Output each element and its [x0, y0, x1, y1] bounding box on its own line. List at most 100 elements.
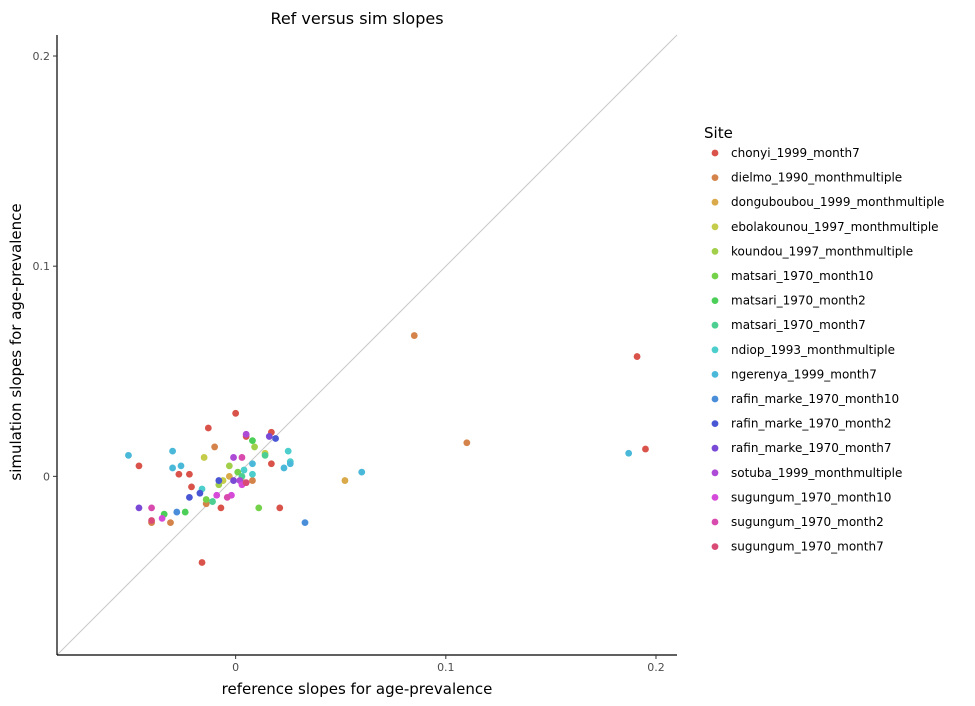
- data-point-sugungum_1970_month10: [158, 514, 166, 522]
- legend-swatch: [711, 371, 719, 378]
- y-tick-label: 0.1: [33, 260, 51, 273]
- data-point-rafin_marke_1970_month10: [301, 519, 309, 526]
- data-point-sotuba_1999_monthmultiple: [242, 430, 250, 438]
- data-point-rafin_marke_1970_month2: [215, 477, 223, 484]
- legend-swatch: [711, 297, 719, 304]
- data-point-chonyi_1999_month7: [276, 504, 284, 512]
- x-tick-label: 0.1: [437, 661, 455, 674]
- data-point-koundou_1997_monthmultiple: [251, 443, 258, 451]
- legend-swatch: [711, 272, 719, 280]
- data-point-rafin_marke_1970_month7: [230, 477, 237, 484]
- data-point-dielmo_1990_monthmultiple: [167, 519, 174, 526]
- legend-label: sotuba_1999_monthmultiple: [731, 466, 902, 480]
- legend: Site chonyi_1999_month7 dielmo_1990_month…: [704, 124, 944, 554]
- legend-swatch: [711, 248, 719, 255]
- legend-swatch: [711, 395, 719, 403]
- x-tick-label: 0: [232, 661, 239, 674]
- data-point-chonyi_1999_month7: [135, 462, 143, 470]
- data-point-rafin_marke_1970_month7: [135, 504, 143, 512]
- data-point-matsari_1970_month7: [209, 498, 216, 505]
- legend-swatch: [711, 420, 719, 427]
- legend-swatch: [711, 321, 719, 329]
- data-point-ndiop_1993_monthmultiple: [240, 466, 248, 474]
- legend-label: koundou_1997_monthmultiple: [731, 244, 913, 258]
- data-point-chonyi_1999_month7: [188, 483, 195, 491]
- legend-swatch: [711, 198, 719, 206]
- data-point-sugungum_1970_month10: [213, 491, 221, 499]
- legend-label: rafin_marke_1970_month10: [731, 392, 899, 406]
- data-point-ngerenya_1999_month7: [249, 460, 256, 468]
- legend-swatch: [711, 346, 719, 354]
- data-point-chonyi_1999_month7: [232, 409, 240, 417]
- legend-swatch: [711, 494, 719, 501]
- chart-title: Ref versus sim slopes: [270, 9, 443, 28]
- data-point-sotuba_1999_monthmultiple: [230, 454, 237, 461]
- y-tick-label: 0: [43, 470, 50, 483]
- data-point-matsari_1970_month2: [181, 508, 189, 516]
- data-point-rafin_marke_1970_month10: [173, 508, 181, 516]
- legend-swatch: [711, 149, 719, 157]
- data-point-donguboubou_1999_monthmultiple: [341, 477, 349, 484]
- data-point-rafin_marke_1970_month2: [196, 489, 204, 497]
- x-tick-label: 0.2: [647, 661, 665, 674]
- identity-line: [56, 34, 678, 656]
- legend-label: ebolakounou_1997_monthmultiple: [731, 220, 939, 234]
- data-point-ngerenya_1999_month7: [286, 460, 294, 468]
- legend-swatch: [711, 444, 719, 452]
- data-point-koundou_1997_monthmultiple: [225, 462, 233, 470]
- data-point-sugungum_1970_month2: [148, 504, 155, 512]
- data-point-dielmo_1990_monthmultiple: [410, 332, 418, 339]
- data-point-dielmo_1990_monthmultiple: [249, 477, 256, 484]
- legend-label: matsari_1970_month7: [731, 318, 866, 332]
- data-point-ngerenya_1999_month7: [125, 451, 132, 459]
- legend-label: matsari_1970_month2: [731, 294, 866, 308]
- data-point-matsari_1970_month10: [234, 468, 242, 476]
- data-point-ndiop_1993_monthmultiple: [249, 470, 256, 478]
- legend-label: matsari_1970_month10: [731, 269, 873, 283]
- data-point-ngerenya_1999_month7: [169, 447, 176, 455]
- points-layer: [125, 332, 649, 566]
- legend-label: sugungum_1970_month10: [731, 490, 891, 504]
- data-point-sugungum_1970_month2: [238, 454, 246, 461]
- legend-label: sugungum_1970_month7: [731, 540, 884, 554]
- legend-title: Site: [704, 124, 733, 142]
- y-axis-title: simulation slopes for age-prevalence: [7, 203, 25, 480]
- data-point-ngerenya_1999_month7: [169, 464, 176, 472]
- data-point-sugungum_1970_month7: [148, 517, 155, 524]
- data-point-chonyi_1999_month7: [198, 559, 206, 566]
- x-axis-title: reference slopes for age-prevalence: [222, 680, 493, 698]
- legend-items: chonyi_1999_month7 dielmo_1990_monthmulti…: [711, 146, 944, 554]
- data-point-matsari_1970_month7: [261, 451, 269, 459]
- data-point-chonyi_1999_month7: [267, 460, 275, 468]
- legend-swatch: [711, 223, 719, 231]
- legend-label: dielmo_1990_monthmultiple: [731, 171, 902, 185]
- data-point-rafin_marke_1970_month2: [272, 435, 279, 442]
- data-point-matsari_1970_month2: [249, 437, 256, 445]
- data-point-rafin_marke_1970_month2: [186, 493, 193, 501]
- data-point-ngerenya_1999_month7: [177, 462, 185, 470]
- data-point-donguboubou_1999_monthmultiple: [225, 472, 233, 480]
- data-point-ngerenya_1999_month7: [280, 464, 288, 472]
- data-point-chonyi_1999_month7: [633, 353, 641, 360]
- data-point-ndiop_1993_monthmultiple: [284, 447, 292, 455]
- data-point-chonyi_1999_month7: [217, 504, 225, 512]
- legend-label: rafin_marke_1970_month2: [731, 417, 891, 431]
- legend-label: rafin_marke_1970_month7: [731, 441, 891, 455]
- data-point-chonyi_1999_month7: [204, 424, 212, 432]
- data-point-ngerenya_1999_month7: [625, 449, 633, 457]
- data-point-matsari_1970_month10: [255, 504, 263, 512]
- legend-swatch: [711, 518, 719, 526]
- data-point-ebolakounou_1997_monthmultiple: [200, 454, 208, 461]
- y-tick-label: 0.2: [33, 50, 51, 63]
- data-point-ngerenya_1999_month7: [358, 468, 366, 476]
- data-point-rafin_marke_1970_month7: [265, 433, 273, 440]
- legend-swatch: [711, 469, 719, 477]
- legend-label: ngerenya_1999_month7: [731, 367, 877, 381]
- data-point-matsari_1970_month10: [202, 496, 210, 503]
- data-point-dielmo_1990_monthmultiple: [211, 443, 219, 451]
- x-ticks: 0 0.1 0.2: [232, 655, 665, 674]
- legend-swatch: [711, 543, 719, 550]
- data-point-dielmo_1990_monthmultiple: [463, 439, 471, 447]
- data-point-chonyi_1999_month7: [642, 445, 649, 453]
